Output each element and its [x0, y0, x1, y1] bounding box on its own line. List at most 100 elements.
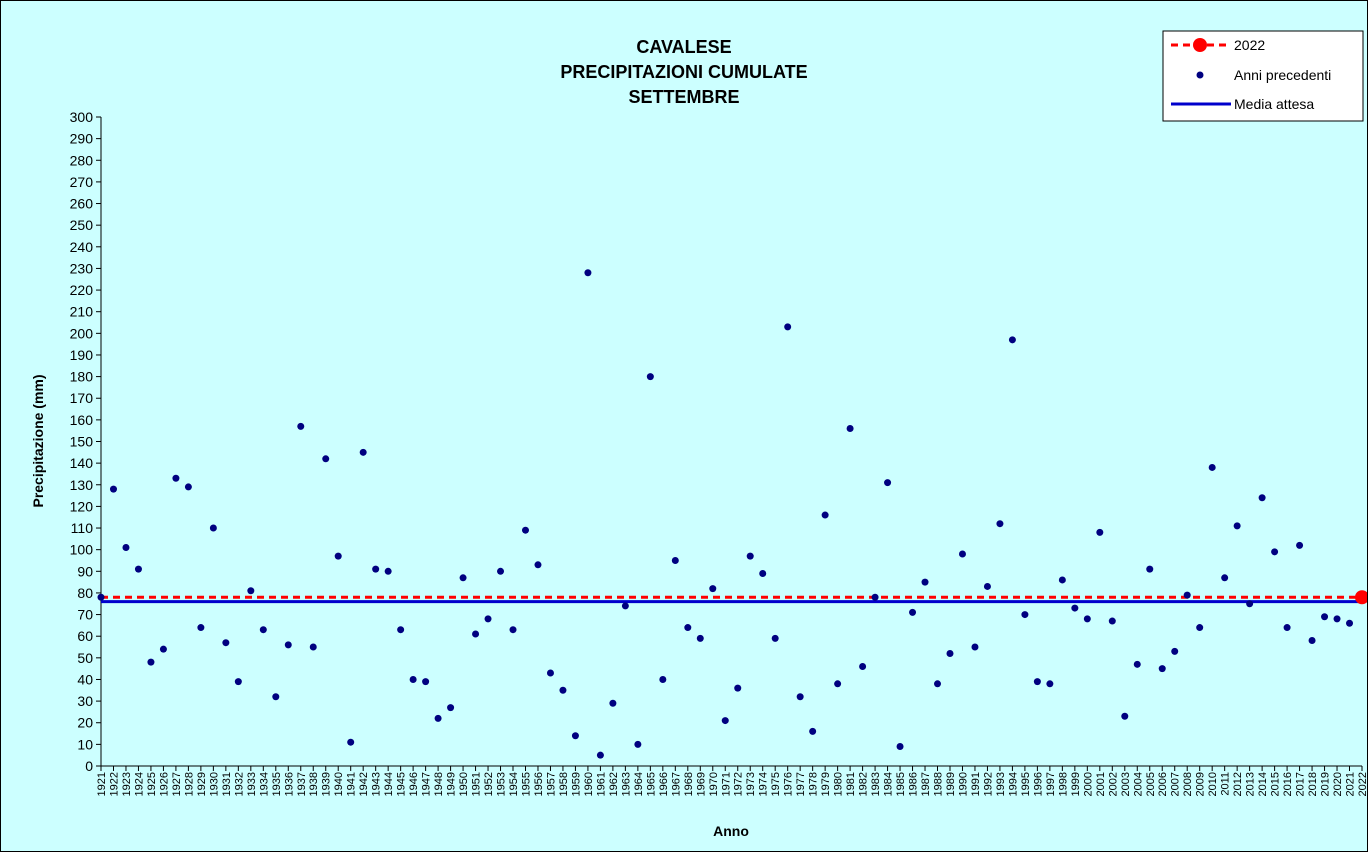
point-1959 — [571, 732, 579, 740]
x-tick-label: 2014 — [1257, 772, 1269, 796]
x-tick-label: 1951 — [471, 772, 483, 796]
x-tick-label: 1945 — [396, 772, 408, 796]
point-1977 — [796, 693, 804, 701]
point-1968 — [684, 624, 692, 632]
y-tick-label: 230 — [70, 260, 94, 276]
x-tick-label: 1981 — [845, 772, 857, 796]
y-tick-label: 110 — [71, 520, 94, 536]
x-tick-label: 1940 — [333, 772, 345, 796]
x-tick-label: 2005 — [1145, 772, 1157, 796]
x-tick-label: 1990 — [957, 772, 969, 796]
y-tick-label: 210 — [70, 304, 94, 320]
x-tick-label: 1964 — [633, 772, 645, 796]
x-tick-label: 1948 — [433, 772, 445, 796]
chart-title-line-3: SETTEMBRE — [628, 87, 739, 107]
point-1964 — [634, 740, 642, 748]
point-1940 — [334, 552, 342, 560]
x-tick-label: 1972 — [733, 772, 745, 796]
point-1998 — [1058, 576, 1066, 584]
data-points — [97, 269, 1367, 759]
y-tick-label: 300 — [70, 109, 94, 125]
x-tick-label: 1985 — [895, 772, 907, 796]
point-1975 — [771, 634, 779, 642]
x-tick-label: 1925 — [146, 772, 158, 796]
x-tick-label: 1935 — [271, 772, 283, 796]
point-1965 — [646, 373, 654, 381]
y-tick-label: 60 — [77, 628, 93, 644]
y-tick-label: 150 — [70, 434, 94, 450]
point-1986 — [909, 608, 917, 616]
x-tick-label: 1946 — [408, 772, 420, 796]
x-tick-label: 2004 — [1132, 772, 1144, 796]
x-axis-label: Anno — [713, 823, 749, 839]
point-1948 — [434, 714, 442, 722]
x-tick-label: 1994 — [1007, 772, 1019, 796]
x-tick-label: 2008 — [1182, 772, 1194, 796]
point-1927 — [172, 474, 180, 482]
point-1984 — [884, 479, 892, 487]
y-tick-label: 50 — [77, 650, 93, 666]
x-tick-label: 1949 — [446, 772, 458, 796]
point-2006 — [1158, 665, 1166, 673]
point-2007 — [1171, 647, 1179, 655]
x-tick-label: 1975 — [770, 772, 782, 796]
y-tick-label: 80 — [77, 585, 93, 601]
x-tick-label: 1941 — [346, 772, 358, 796]
point-1942 — [359, 448, 367, 456]
x-tick-label: 1954 — [508, 772, 520, 796]
point-1971 — [721, 717, 729, 725]
point-2001 — [1096, 528, 1104, 536]
point-1963 — [621, 602, 629, 610]
x-tick-label: 1980 — [833, 772, 845, 796]
point-1929 — [197, 624, 205, 632]
point-1938 — [309, 643, 317, 651]
x-tick-label: 1962 — [608, 772, 620, 796]
point-2004 — [1133, 660, 1141, 668]
x-tick-label: 2003 — [1120, 772, 1132, 796]
x-tick-label: 2015 — [1270, 772, 1282, 796]
y-tick-label: 120 — [70, 498, 94, 514]
x-tick-label: 1992 — [982, 772, 994, 796]
y-tick-label: 10 — [77, 736, 93, 752]
x-tick-label: 2018 — [1307, 772, 1319, 796]
x-tick-label: 1952 — [483, 772, 495, 796]
point-1933 — [247, 587, 255, 595]
y-tick-label: 200 — [70, 325, 94, 341]
x-tick-label: 1966 — [658, 772, 670, 796]
point-1936 — [284, 641, 292, 649]
x-tick-label: 1997 — [1045, 772, 1057, 796]
x-tick-label: 2012 — [1232, 772, 1244, 796]
legend-2022-marker — [1193, 38, 1207, 52]
point-1973 — [746, 552, 754, 560]
point-1943 — [372, 565, 380, 573]
x-tick-label: 1944 — [383, 772, 395, 796]
x-tick-label: 1983 — [870, 772, 882, 796]
x-tick-label: 1976 — [783, 772, 795, 796]
point-2022 — [1355, 590, 1367, 605]
legend-mean-label: Media attesa — [1234, 96, 1314, 112]
point-1925 — [147, 658, 155, 666]
x-tick-label: 1993 — [995, 772, 1007, 796]
x-tick-label: 2002 — [1107, 772, 1119, 796]
y-tick-label: 180 — [70, 369, 94, 385]
x-axis: 1921 1922 1923 1924 1925 1926 1927 1928 1929 1930… — [96, 765, 1367, 796]
point-1970 — [709, 585, 717, 593]
legend-previous-label: Anni precedenti — [1234, 67, 1331, 83]
point-1928 — [184, 483, 192, 491]
point-1935 — [272, 693, 280, 701]
y-axis-label: Precipitazione (mm) — [30, 374, 46, 507]
point-1983 — [871, 593, 879, 601]
x-tick-label: 1955 — [520, 772, 532, 796]
point-1934 — [259, 626, 267, 634]
x-tick-label: 1967 — [670, 772, 682, 796]
point-1962 — [609, 699, 617, 707]
x-tick-label: 1979 — [820, 772, 832, 796]
point-2020 — [1333, 615, 1341, 623]
x-tick-label: 1974 — [758, 772, 770, 796]
point-2009 — [1196, 624, 1204, 632]
point-1941 — [347, 738, 355, 746]
point-2016 — [1283, 624, 1291, 632]
x-tick-label: 1995 — [1020, 772, 1032, 796]
point-1979 — [821, 511, 829, 519]
legend-2022-label: 2022 — [1234, 37, 1265, 53]
